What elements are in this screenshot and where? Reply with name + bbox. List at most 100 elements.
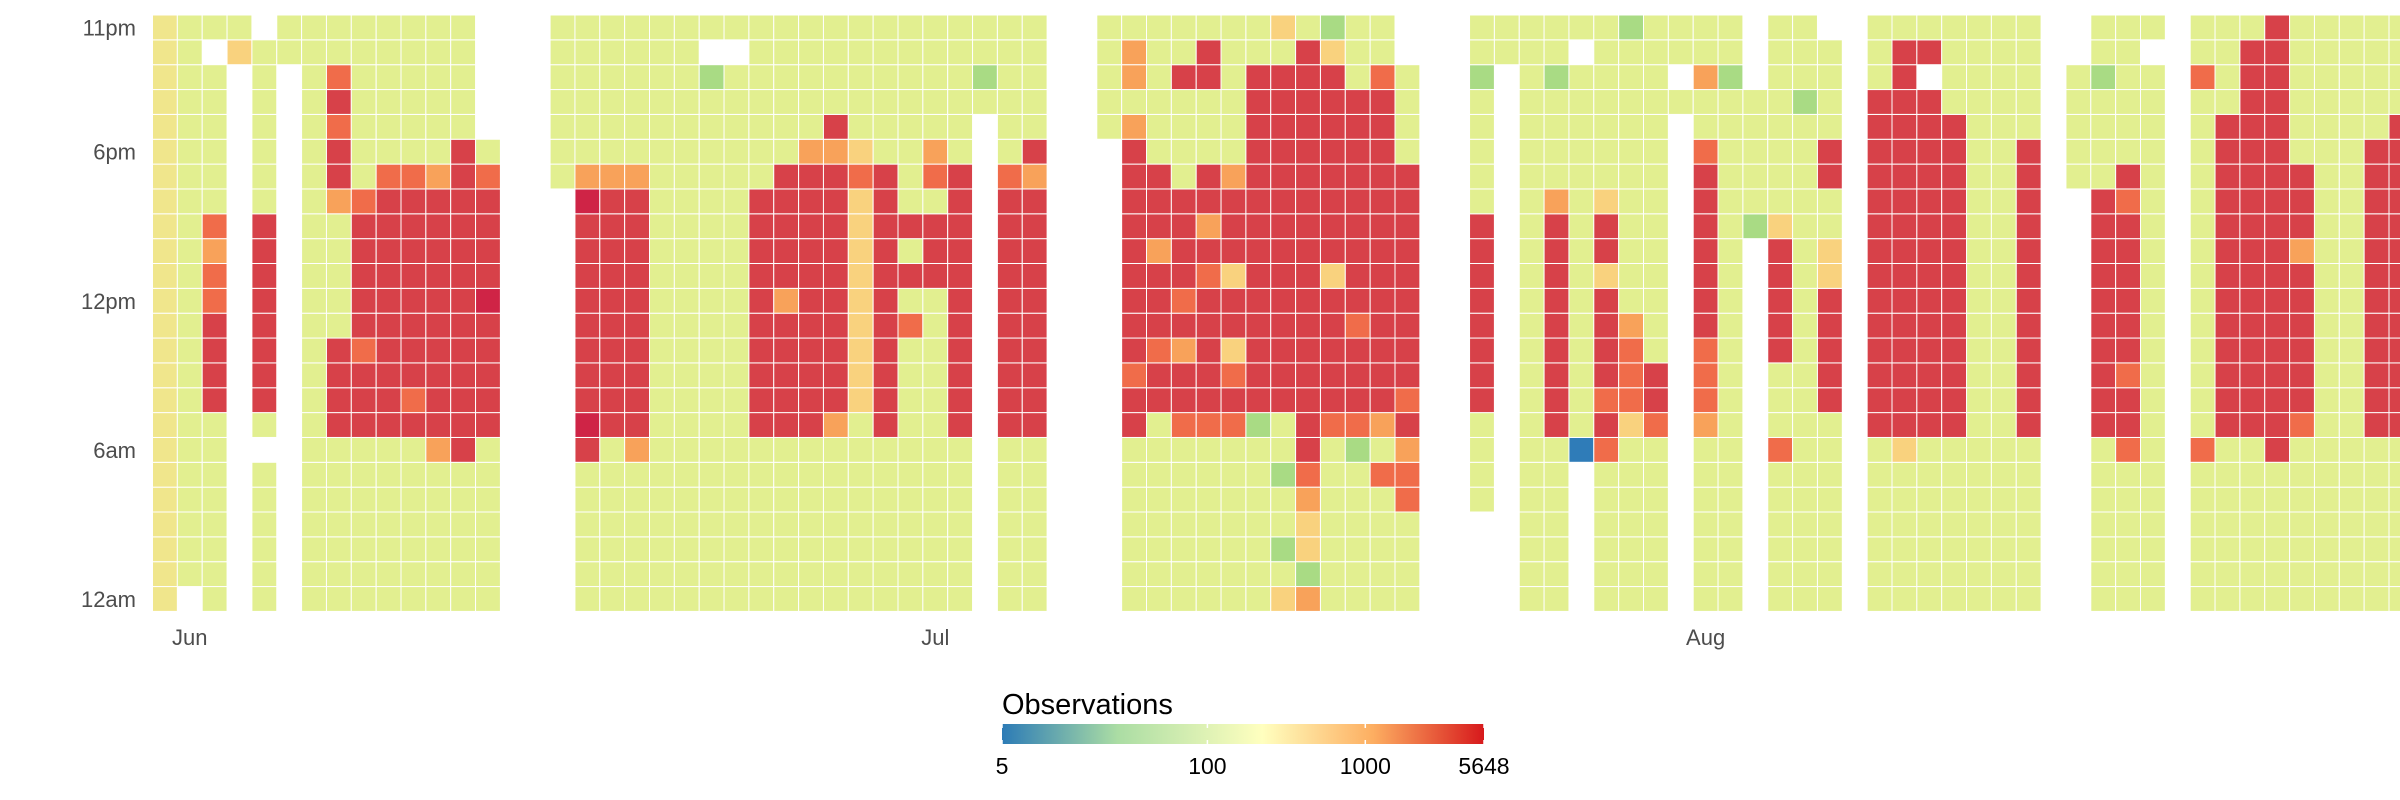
heatmap-cell [1469, 213, 1495, 240]
heatmap-cell [450, 138, 477, 165]
heatmap-cell [1816, 64, 1843, 91]
heatmap-cell [2214, 412, 2241, 438]
heatmap-cell [375, 263, 402, 289]
heatmap-cell [773, 436, 800, 463]
heatmap-cell [822, 188, 849, 215]
heatmap-cell [1518, 461, 1545, 488]
heatmap-cell [2239, 263, 2266, 289]
heatmap-cell [2388, 561, 2400, 588]
heatmap-cell [2313, 188, 2340, 215]
heatmap-cell [1742, 113, 1769, 140]
heatmap-cell [2140, 337, 2166, 364]
heatmap-cell [574, 312, 601, 339]
heatmap-cell [2313, 337, 2340, 364]
heatmap-cell [201, 412, 228, 438]
heatmap-cell [1916, 113, 1943, 140]
heatmap-cell [1170, 263, 1197, 289]
heatmap-cell [1021, 586, 1048, 612]
heatmap-cell [822, 138, 849, 165]
heatmap-cell [325, 337, 352, 364]
heatmap-cell [1916, 14, 1943, 41]
heatmap-cell [1891, 412, 1918, 438]
heatmap-cell [897, 14, 924, 41]
heatmap-cell [1195, 39, 1222, 66]
heatmap-cell [1121, 64, 1148, 91]
heatmap-cell [1792, 14, 1818, 41]
heatmap-cell [1866, 64, 1893, 91]
heatmap-cell [1295, 238, 1321, 264]
heatmap-cell [947, 113, 974, 140]
heatmap-cell [897, 188, 924, 215]
heatmap-cell [1220, 536, 1247, 563]
heatmap-cell [2264, 188, 2291, 215]
heatmap-cell [2214, 561, 2241, 588]
heatmap-cell [2388, 312, 2400, 339]
heatmap-cell [1220, 163, 1247, 190]
heatmap-cell [2363, 312, 2390, 339]
heatmap-cell [301, 412, 327, 438]
heatmap-cell [1270, 586, 1297, 612]
heatmap-cell [1792, 263, 1818, 289]
heatmap-cell [1319, 362, 1346, 389]
heatmap-cell [1618, 39, 1645, 66]
heatmap-cell [1518, 387, 1545, 414]
heatmap-cell [1146, 188, 1172, 215]
heatmap-cell [176, 39, 203, 66]
heatmap-cell [1245, 387, 1272, 414]
heatmap-cell [822, 14, 849, 41]
heatmap-cell [574, 412, 601, 438]
heatmap-cell [1245, 188, 1272, 215]
heatmap-cell [1692, 536, 1719, 563]
heatmap-cell [301, 536, 327, 563]
heatmap-cell [996, 163, 1023, 190]
heatmap-cell [2090, 89, 2117, 115]
heatmap-cell [698, 263, 725, 289]
heatmap-cell [2214, 362, 2241, 389]
heatmap-cell [698, 561, 725, 588]
heatmap-cell [1966, 362, 1992, 389]
heatmap-cell [698, 287, 725, 314]
heatmap-cell [673, 337, 700, 364]
heatmap-cell [1220, 39, 1247, 66]
heatmap-cell [1518, 238, 1545, 264]
heatmap-cell [649, 412, 675, 438]
heatmap-cell [1220, 138, 1247, 165]
heatmap-cell [798, 511, 824, 538]
heatmap-cell [1170, 436, 1197, 463]
heatmap-cell [2090, 511, 2117, 538]
heatmap-cell [2363, 238, 2390, 264]
heatmap-cell [1394, 263, 1421, 289]
heatmap-cell [1369, 113, 1396, 140]
heatmap-cell [2264, 486, 2291, 513]
heatmap-cell [847, 586, 874, 612]
heatmap-cell [1369, 64, 1396, 91]
heatmap-cell [425, 188, 452, 215]
heatmap-cell [673, 213, 700, 240]
heatmap-cell [649, 113, 675, 140]
heatmap-cell [698, 89, 725, 115]
heatmap-cell [1369, 486, 1396, 513]
heatmap-cell [673, 511, 700, 538]
heatmap-cell [1618, 312, 1645, 339]
heatmap-cell [897, 362, 924, 389]
heatmap-cell [996, 188, 1023, 215]
heatmap-cell [1146, 113, 1172, 140]
heatmap-cell [1643, 387, 1669, 414]
heatmap-cell [1543, 362, 1570, 389]
heatmap-cell [2015, 138, 2042, 165]
heatmap-cell [1792, 138, 1818, 165]
heatmap-cell [1319, 461, 1346, 488]
heatmap-cell [375, 387, 402, 414]
heatmap-cell [2388, 287, 2400, 314]
heatmap-cell [152, 561, 178, 588]
heatmap-cell [698, 511, 725, 538]
heatmap-cell [1891, 536, 1918, 563]
heatmap-cell [450, 263, 477, 289]
heatmap-cell [698, 436, 725, 463]
heatmap-cell [1643, 14, 1669, 41]
heatmap-cell [1195, 163, 1222, 190]
heatmap-cell [872, 163, 899, 190]
heatmap-cell [947, 138, 974, 165]
heatmap-cell [1643, 436, 1669, 463]
heatmap-cell [1469, 337, 1495, 364]
